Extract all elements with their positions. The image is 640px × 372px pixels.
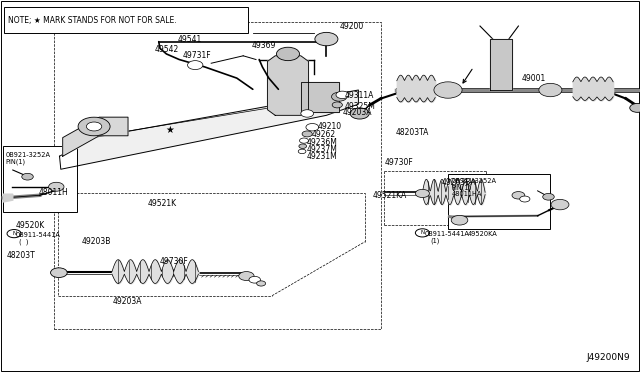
Text: 48011HA: 48011HA: [452, 191, 482, 197]
Circle shape: [543, 193, 554, 200]
Circle shape: [551, 199, 569, 210]
Text: 49203A: 49203A: [113, 297, 142, 306]
Circle shape: [315, 32, 338, 46]
Circle shape: [415, 189, 429, 198]
Text: 0B921-3252A: 0B921-3252A: [452, 178, 497, 184]
Text: 49730F: 49730F: [385, 158, 413, 167]
Text: 49203A: 49203A: [343, 108, 372, 117]
Text: 48203T: 48203T: [6, 251, 35, 260]
Polygon shape: [301, 82, 339, 112]
Text: 49542: 49542: [155, 45, 179, 54]
Text: 49001: 49001: [522, 74, 546, 83]
Text: 49521KA: 49521KA: [373, 191, 408, 200]
Circle shape: [78, 117, 110, 136]
Circle shape: [350, 108, 369, 119]
Polygon shape: [268, 56, 308, 115]
Text: 49203B: 49203B: [81, 237, 111, 246]
Text: 49520KA: 49520KA: [467, 231, 497, 237]
Text: 0B911-5441A: 0B911-5441A: [16, 232, 61, 238]
Bar: [448, 174, 550, 229]
Circle shape: [51, 268, 67, 278]
Circle shape: [336, 91, 349, 99]
Polygon shape: [60, 90, 358, 169]
Circle shape: [276, 47, 300, 61]
Text: 49237M: 49237M: [307, 145, 337, 154]
Text: 49521K: 49521K: [147, 199, 177, 208]
Text: 49210: 49210: [318, 122, 342, 131]
Circle shape: [332, 102, 342, 108]
Text: 49520K: 49520K: [16, 221, 45, 230]
Text: (  ): ( ): [19, 238, 29, 245]
Text: N: N: [12, 231, 16, 236]
Circle shape: [415, 229, 429, 237]
Circle shape: [257, 281, 266, 286]
Circle shape: [239, 272, 254, 280]
Text: 49262: 49262: [312, 130, 336, 139]
Circle shape: [7, 230, 21, 238]
Circle shape: [188, 61, 203, 70]
Text: PIN(1): PIN(1): [452, 184, 472, 191]
Text: 49731F: 49731F: [183, 51, 212, 60]
Circle shape: [306, 124, 319, 131]
Circle shape: [49, 182, 64, 191]
Polygon shape: [490, 39, 512, 90]
Text: PIN(1): PIN(1): [6, 158, 26, 165]
Circle shape: [520, 196, 530, 202]
Text: ★: ★: [165, 125, 174, 135]
Circle shape: [332, 92, 347, 101]
Polygon shape: [63, 117, 128, 156]
Text: N: N: [420, 230, 424, 235]
Circle shape: [301, 110, 314, 117]
Text: 49200: 49200: [339, 22, 364, 31]
Text: 48203TA: 48203TA: [396, 128, 429, 137]
Text: 49236M: 49236M: [307, 138, 337, 147]
Circle shape: [302, 131, 312, 137]
Bar: [4, 7, 248, 33]
Circle shape: [22, 173, 33, 180]
Circle shape: [451, 215, 468, 225]
Text: 49730F: 49730F: [159, 257, 188, 266]
Text: J49200N9: J49200N9: [587, 353, 630, 362]
Circle shape: [512, 192, 525, 199]
Text: 49541: 49541: [178, 35, 202, 44]
Circle shape: [298, 149, 306, 154]
Circle shape: [86, 122, 102, 131]
Text: 0B921-3252A: 0B921-3252A: [6, 152, 51, 158]
Text: 49231M: 49231M: [307, 153, 337, 161]
Text: 0B911-5441A: 0B911-5441A: [425, 231, 470, 237]
Polygon shape: [3, 194, 13, 202]
Circle shape: [539, 83, 562, 97]
Bar: [3, 146, 77, 212]
Text: NOTE; ★ MARK STANDS FOR NOT FOR SALE.: NOTE; ★ MARK STANDS FOR NOT FOR SALE.: [8, 16, 177, 25]
Text: 48011H: 48011H: [38, 188, 68, 197]
Circle shape: [300, 138, 308, 143]
Text: 49311A: 49311A: [345, 92, 374, 100]
Circle shape: [630, 103, 640, 112]
Text: 49325M: 49325M: [345, 102, 376, 111]
Text: 49203BA: 49203BA: [442, 178, 476, 187]
Text: 49369: 49369: [252, 41, 276, 50]
Text: (1): (1): [430, 237, 440, 244]
Circle shape: [434, 82, 462, 98]
Circle shape: [249, 276, 260, 283]
Circle shape: [299, 144, 307, 148]
